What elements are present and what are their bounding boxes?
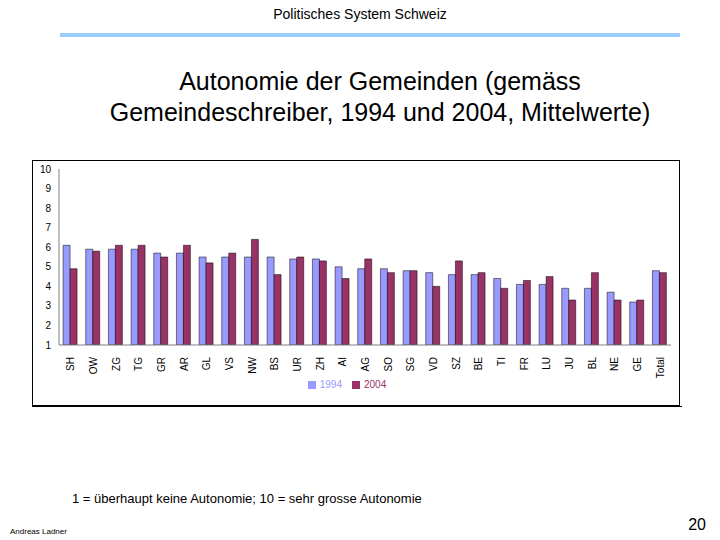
svg-text:VS: VS [224, 357, 235, 371]
svg-text:ZH: ZH [315, 357, 326, 370]
svg-text:9: 9 [45, 183, 51, 194]
svg-text:TI: TI [496, 357, 507, 366]
svg-text:GR: GR [156, 357, 167, 372]
svg-text:SZ: SZ [451, 357, 462, 370]
html-text:Autonomie der Gemeinden (gemäs: Autonomie der Gemeinden (gemäss Gemeinde… [109, 67, 651, 126]
html-text:1 = überhaupt keine Autonomie;: 1 = überhaupt keine Autonomie; 10 = sehr… [72, 491, 422, 506]
svg-text:Total: Total [655, 357, 666, 378]
svg-text:BE: BE [473, 357, 484, 371]
svg-text:JU: JU [564, 357, 575, 369]
html-text:1994: 1994 [319, 379, 342, 390]
svg-text:6: 6 [45, 242, 51, 253]
svg-text:FR: FR [519, 357, 530, 370]
svg-text:3: 3 [45, 300, 51, 311]
svg-text:SO: SO [383, 357, 394, 372]
html-text:2004: 2004 [364, 379, 387, 390]
svg-text:1: 1 [45, 340, 51, 351]
svg-text:NE: NE [609, 357, 620, 371]
svg-text:SG: SG [405, 357, 416, 372]
svg-text:8: 8 [45, 203, 51, 214]
svg-text:VD: VD [428, 357, 439, 371]
svg-text:2: 2 [45, 320, 51, 331]
svg-text:LU: LU [541, 357, 552, 370]
html-text:20: 20 [688, 516, 706, 533]
svg-text:AR: AR [179, 357, 190, 371]
svg-text:5: 5 [45, 261, 51, 272]
svg-text:7: 7 [45, 222, 51, 233]
svg-text:BL: BL [587, 357, 598, 370]
svg-text:AI: AI [337, 357, 348, 366]
svg-text:UR: UR [292, 357, 303, 371]
svg-text:BS: BS [269, 357, 280, 371]
svg-text:GL: GL [201, 357, 212, 371]
svg-text:NW: NW [247, 356, 258, 373]
html-text:Politisches System Schweiz: Politisches System Schweiz [273, 6, 447, 22]
svg-text:TG: TG [133, 357, 144, 371]
svg-text:GE: GE [632, 357, 643, 372]
svg-text:OW: OW [88, 356, 99, 374]
html-text:Andreas Ladner: Andreas Ladner [10, 527, 67, 536]
svg-text:AG: AG [360, 357, 371, 372]
svg-text:ZG: ZG [111, 357, 122, 371]
svg-text:SH: SH [65, 357, 76, 371]
svg-text:10: 10 [40, 164, 52, 175]
svg-text:4: 4 [45, 281, 51, 292]
